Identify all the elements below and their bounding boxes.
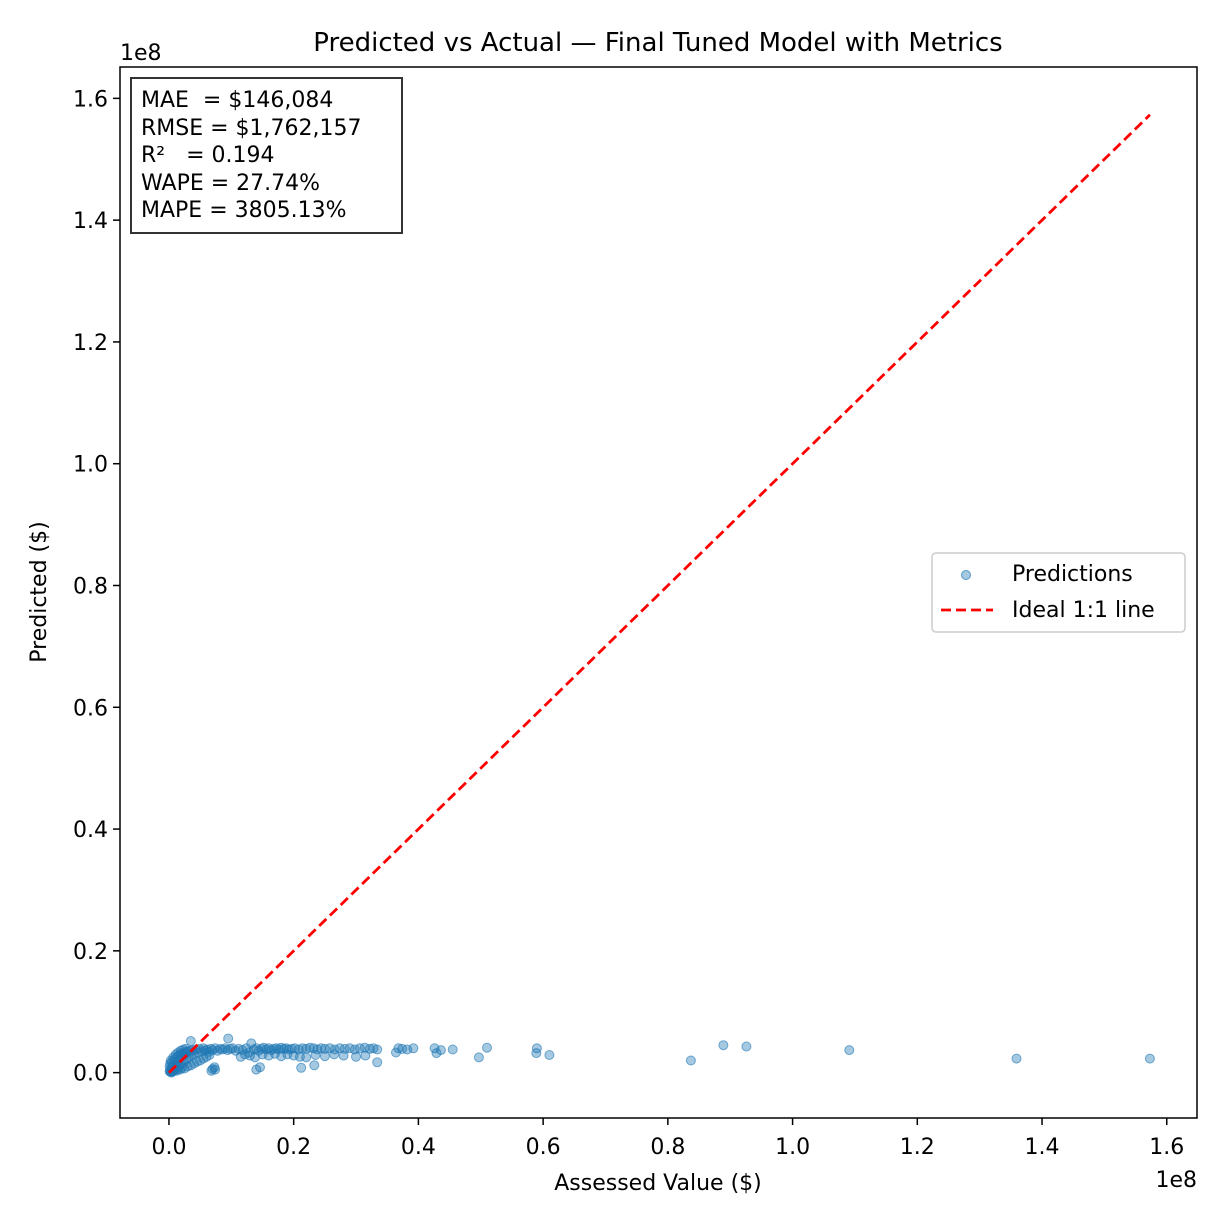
x-tick-label: 0.0 [151, 1135, 186, 1160]
scatter-point [223, 1033, 234, 1044]
scatter-point [741, 1041, 752, 1052]
metric-wape: WAPE = 27.74% [141, 171, 320, 196]
x-tick-label: 1.0 [775, 1135, 810, 1160]
x-axis-ticks: 0.0 0.2 0.4 0.6 0.8 1.0 1.2 1.4 1.6 [151, 1118, 1184, 1160]
chart-title: Predicted vs Actual — Final Tuned Model … [313, 28, 1002, 58]
metric-r2: R² = 0.194 [141, 143, 275, 168]
scatter-point [296, 1062, 307, 1073]
x-tick-label: 0.6 [526, 1135, 561, 1160]
x-tick-label: 0.8 [650, 1135, 685, 1160]
x-offset-label: 1e8 [1155, 1168, 1197, 1193]
scatter-point [397, 1043, 408, 1054]
scatter-point [304, 1042, 315, 1053]
y-tick-label: 1.2 [73, 331, 108, 356]
scatter-point [531, 1043, 542, 1054]
scatter-point [447, 1044, 458, 1055]
scatter-point [482, 1042, 492, 1053]
scatter-point [473, 1052, 484, 1063]
scatter-point [276, 1051, 287, 1062]
scatter-point [718, 1040, 729, 1051]
scatter-point [185, 1036, 196, 1046]
y-tick-label: 1.4 [73, 209, 108, 234]
scatter-points [164, 1033, 1155, 1078]
metric-rmse: RMSE = $1,762,157 [141, 116, 362, 141]
y-tick-label: 1.6 [73, 87, 108, 112]
y-tick-label: 0.4 [73, 818, 108, 843]
scatter-point [1144, 1053, 1155, 1064]
scatter-point [544, 1050, 555, 1060]
y-tick-label: 0.0 [73, 1062, 108, 1087]
legend-label-ideal-line: Ideal 1:1 line [1012, 598, 1155, 623]
x-tick-label: 0.4 [401, 1135, 436, 1160]
scatter-point [372, 1044, 383, 1055]
axes-frame [119, 66, 1198, 1119]
scatter-point [329, 1049, 340, 1060]
scatter-point [301, 1052, 312, 1063]
ideal-line [167, 113, 1151, 1074]
y-tick-label: 0.6 [73, 696, 108, 721]
y-tick-label: 1.0 [73, 453, 108, 478]
scatter-point [360, 1050, 371, 1061]
scatter-point [270, 1048, 280, 1059]
x-tick-label: 1.2 [900, 1135, 935, 1160]
y-tick-label: 0.8 [73, 574, 108, 599]
scatter-point [338, 1050, 349, 1061]
legend-label-predictions: Predictions [1012, 562, 1133, 587]
x-tick-label: 0.2 [276, 1135, 311, 1160]
x-tick-label: 1.6 [1149, 1135, 1184, 1160]
scatter-point [372, 1057, 383, 1068]
scatter-point [255, 1062, 265, 1073]
y-offset-label: 1e8 [120, 41, 162, 66]
scatter-point [310, 1050, 321, 1060]
legend: Predictions Ideal 1:1 line [931, 552, 1186, 633]
scatter-point [319, 1051, 330, 1062]
scatter-point [435, 1045, 446, 1056]
scatter-point [204, 1050, 215, 1060]
scatter-point [844, 1045, 855, 1056]
scatter-point [309, 1060, 320, 1071]
scatter-point [210, 1064, 221, 1075]
y-tick-label: 0.2 [73, 940, 108, 965]
scatter-point [354, 1043, 365, 1054]
scatter-point [685, 1055, 696, 1066]
x-tick-label: 1.4 [1025, 1135, 1060, 1160]
legend-marker-predictions [961, 570, 971, 580]
scatter-point [408, 1043, 419, 1054]
metrics-box: MAE = $146,084 RMSE = $1,762,157 R² = 0.… [130, 77, 403, 234]
scatter-point [289, 1043, 300, 1054]
scatter-point [1011, 1053, 1022, 1064]
x-axis-label: Assessed Value ($) [554, 1171, 762, 1196]
y-axis-label: Predicted ($) [27, 521, 52, 662]
scatter-point [351, 1051, 361, 1062]
metric-mae: MAE = $146,084 [141, 88, 333, 113]
metric-mape: MAPE = 3805.13% [141, 198, 347, 223]
y-axis-ticks: 0.0 0.2 0.4 0.6 0.8 1.0 1.2 1.4 1.6 [73, 87, 120, 1087]
